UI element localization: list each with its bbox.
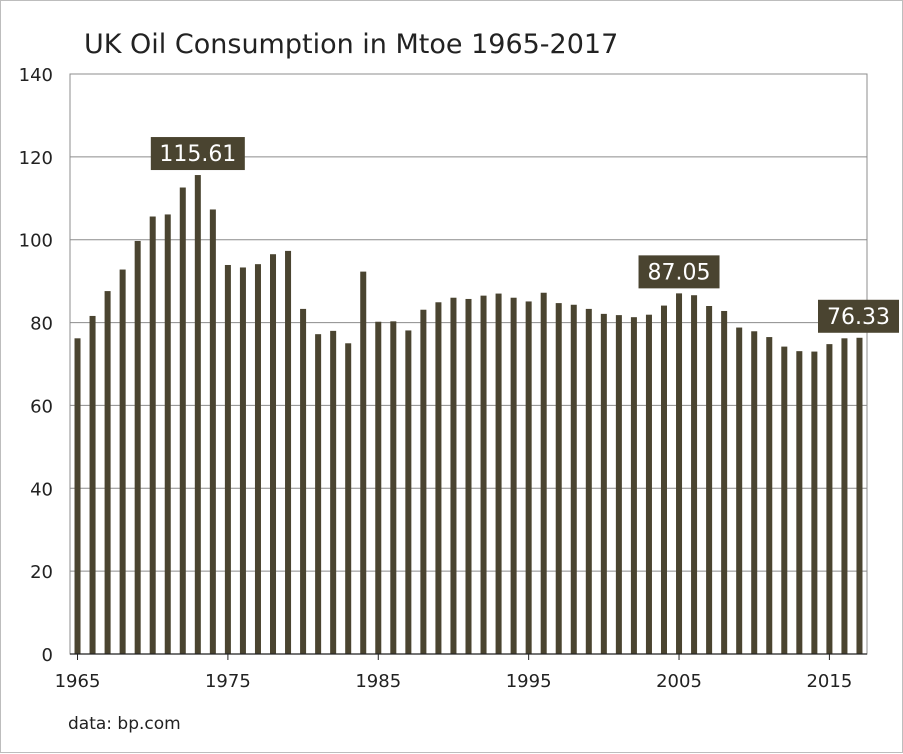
- bar: [540, 292, 547, 654]
- bar: [179, 187, 186, 654]
- y-tick-label: 80: [30, 314, 53, 335]
- bar: [149, 216, 156, 654]
- bar: [676, 293, 683, 654]
- y-tick-label: 120: [19, 148, 53, 169]
- bars: [74, 175, 863, 654]
- x-tick-label: 1975: [205, 671, 251, 692]
- bar: [781, 346, 788, 654]
- bar: [525, 301, 532, 654]
- bar: [585, 308, 592, 654]
- y-tick-label: 100: [19, 231, 53, 252]
- bar: [330, 330, 337, 654]
- bar: [480, 295, 487, 654]
- bar: [465, 298, 472, 654]
- callout-box: [638, 255, 720, 289]
- x-axis-ticks: 1965 1975 1985 1995 2005 2015: [55, 654, 852, 692]
- bar: [300, 308, 307, 654]
- bar: [841, 338, 848, 654]
- bar: [645, 314, 652, 654]
- x-tick-label: 1985: [355, 671, 401, 692]
- bar: [766, 337, 773, 654]
- bar: [826, 344, 833, 654]
- axes: [69, 73, 868, 655]
- y-tick-label: 0: [42, 645, 53, 666]
- callout-label: 115.61: [159, 142, 236, 167]
- bar: [74, 338, 81, 654]
- bar: [194, 175, 201, 654]
- y-axis-ticks: 0 20 40 60 80 100 120 140: [19, 65, 53, 666]
- bar: [510, 297, 517, 654]
- bar: [164, 214, 171, 654]
- bar: [345, 343, 352, 654]
- callout-label: 87.05: [648, 260, 711, 285]
- bar: [224, 264, 231, 654]
- bar: [375, 321, 382, 654]
- bar: [615, 315, 622, 654]
- bar: [360, 271, 367, 654]
- bar: [630, 317, 637, 654]
- bar: [270, 254, 277, 654]
- bar: [104, 291, 111, 654]
- bar: [390, 321, 397, 654]
- bar: [420, 309, 427, 654]
- x-tick-label: 1965: [55, 671, 101, 692]
- callout-box: [818, 299, 899, 333]
- bar: [315, 334, 322, 654]
- bar: [209, 209, 216, 654]
- bar: [495, 293, 502, 654]
- bar: [796, 351, 803, 654]
- bar: [119, 269, 126, 654]
- callout-label: 76.33: [827, 305, 890, 330]
- bar: [254, 264, 261, 654]
- y-tick-label: 140: [19, 65, 53, 86]
- bar: [134, 240, 141, 654]
- bar: [285, 250, 292, 654]
- callouts: 115.61 87.05 76.33: [150, 137, 899, 333]
- bar: [811, 351, 818, 654]
- bar: [856, 337, 863, 654]
- bar: [405, 330, 412, 654]
- x-tick-label: 2005: [656, 671, 702, 692]
- bar: [435, 302, 442, 654]
- y-tick-label: 40: [30, 479, 53, 500]
- callout-box: [150, 137, 245, 171]
- y-tick-label: 20: [30, 562, 53, 583]
- y-tick-label: 60: [30, 396, 53, 417]
- bar: [751, 331, 758, 654]
- bar: [691, 295, 698, 654]
- bar: [570, 304, 577, 654]
- bar: [736, 327, 743, 654]
- bar: [660, 305, 667, 654]
- bar: [600, 313, 607, 654]
- x-tick-label: 2015: [806, 671, 852, 692]
- bar: [706, 306, 713, 654]
- source-label: data: bp.com: [68, 714, 181, 734]
- chart-title: UK Oil Consumption in Mtoe 1965-2017: [84, 29, 618, 60]
- bar: [239, 267, 246, 654]
- bar: [721, 310, 728, 654]
- x-tick-label: 1995: [506, 671, 552, 692]
- bar: [555, 303, 562, 654]
- bar: [89, 315, 96, 654]
- bar: [450, 297, 457, 654]
